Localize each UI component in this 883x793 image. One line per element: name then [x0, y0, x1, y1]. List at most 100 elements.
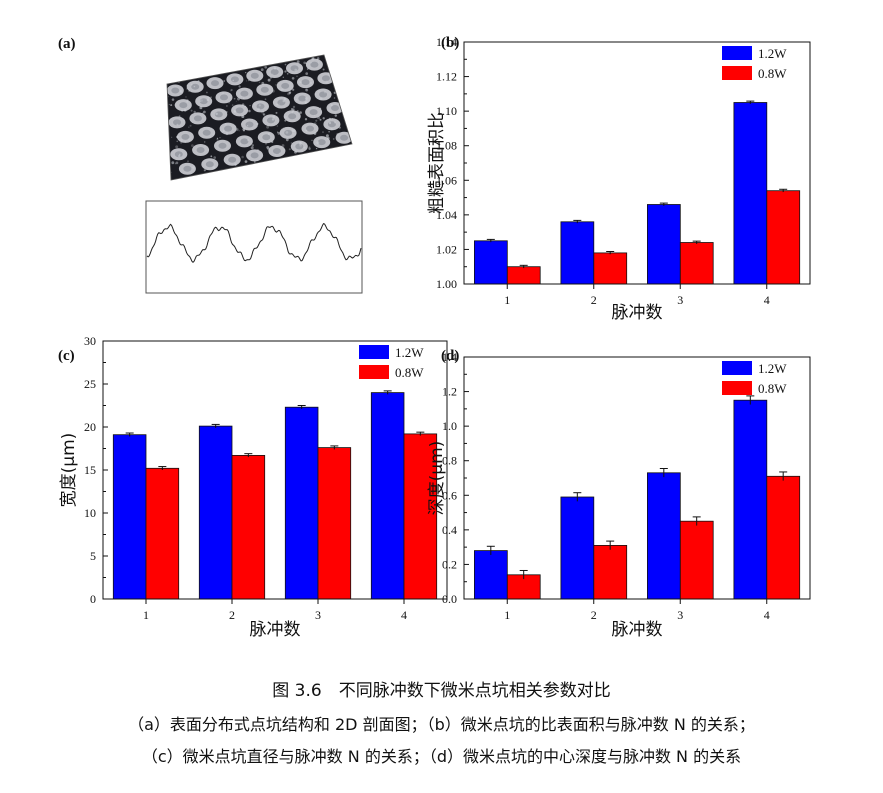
bar-0.8W-3 [679, 520, 714, 600]
x-tick-label: 2 [591, 293, 597, 307]
x-tick-label: 4 [764, 293, 770, 307]
y-tick-label: 20 [84, 420, 96, 434]
error-bar [573, 219, 582, 224]
y-tick-label: 0.4 [442, 523, 457, 537]
legend-swatch [722, 361, 752, 375]
bar-1.2W-1 [112, 434, 147, 600]
x-tick-label: 4 [401, 608, 407, 622]
y-tick-label: 0 [90, 592, 96, 606]
x-axis-label: 脉冲数 [612, 303, 663, 323]
error-bar [158, 466, 167, 470]
y-tick-label: 5 [90, 549, 96, 563]
y-axis-label: 宽度(μm) [59, 433, 79, 508]
bar-1.2W-3 [647, 204, 681, 285]
x-tick-label: 2 [591, 608, 597, 622]
y-tick-label: 1.02 [436, 242, 457, 256]
error-bar [573, 492, 582, 502]
y-tick-label: 1.04 [436, 208, 457, 222]
bar-0.8W-4 [766, 190, 801, 285]
legend-label: 0.8W [395, 365, 424, 380]
bar-1.2W-3 [647, 472, 681, 600]
error-bar [606, 251, 615, 255]
legend-label: 0.8W [758, 381, 787, 396]
panel-label: (d) [441, 348, 459, 364]
y-tick-label: 1.14 [436, 35, 457, 49]
bar-1.2W-2 [198, 425, 233, 600]
y-tick-label: 25 [84, 377, 96, 391]
legend: 1.2W 0.8W [722, 361, 787, 396]
panel-label: (c) [58, 348, 75, 364]
legend: 1.2W 0.8W [359, 345, 424, 380]
y-tick-label: 0.2 [442, 557, 457, 571]
error-bar [746, 100, 755, 104]
y-tick-label: 1.0 [442, 419, 457, 433]
error-bar [519, 264, 528, 269]
bar-1.2W-4 [733, 399, 768, 600]
x-tick-label: 4 [764, 608, 770, 622]
bar-0.8W-3 [317, 447, 352, 600]
bar-1.2W-4 [370, 392, 405, 600]
bar-0.8W-1 [506, 266, 541, 285]
y-tick-label: 0.6 [442, 488, 457, 502]
chart-b: (b) 1.00 1.02 1.04 1.06 1.08 1.10 1.12 1.14 1 2 3 4 脉… [427, 35, 811, 323]
bar-0.8W-1 [145, 467, 180, 600]
error-bar [659, 467, 668, 478]
x-tick-label: 2 [229, 608, 235, 622]
error-bar [692, 516, 701, 526]
bar-1.2W-4 [733, 102, 768, 285]
panel-a-label: (a) [58, 36, 76, 52]
y-tick-label: 1.4 [442, 350, 457, 364]
error-bar [211, 423, 220, 428]
legend-swatch [359, 345, 389, 359]
error-bar [297, 405, 306, 409]
bar-1.2W-3 [284, 406, 319, 600]
error-bar [779, 471, 788, 481]
y-tick-label: 1.08 [436, 139, 457, 153]
legend-swatch [722, 381, 752, 395]
legend-label: 1.2W [758, 361, 787, 376]
bar-1.2W-1 [473, 550, 508, 600]
y-tick-label: 1.2 [442, 385, 457, 399]
legend-swatch [722, 46, 752, 60]
error-bar [606, 540, 615, 550]
y-tick-label: 1.06 [436, 173, 457, 187]
y-tick-label: 0.0 [442, 592, 457, 606]
legend-label: 1.2W [395, 345, 424, 360]
chart-d: (d) 0.0 0.2 0.4 0.6 0.8 1.0 1.2 1.4 1 2 3 4 脉冲数 深度(μm)… [427, 348, 811, 640]
error-bar [519, 569, 528, 580]
x-axis-label: 脉冲数 [612, 620, 663, 640]
bar-1.2W-2 [560, 496, 595, 600]
figure-caption-line-2: （c）微米点坑直径与脉冲数 N 的关系；（d）微米点坑的中心深度与脉冲数 N 的… [141, 747, 742, 766]
x-tick-label: 1 [504, 608, 510, 622]
error-bar [486, 545, 495, 555]
legend: 1.2W 0.8W [722, 46, 787, 81]
x-tick-label: 1 [504, 293, 510, 307]
y-tick-label: 1.12 [436, 70, 457, 84]
legend-swatch [359, 365, 389, 379]
figure-caption-line-1: （a）表面分布式点坑结构和 2D 剖面图；（b）微米点坑的比表面积与脉冲数 N … [128, 715, 755, 734]
y-tick-label: 10 [84, 506, 96, 520]
error-bar [779, 188, 788, 193]
y-tick-label: 15 [84, 463, 96, 477]
bar-0.8W-4 [766, 475, 801, 600]
y-tick-label: 1.00 [436, 277, 457, 291]
error-bar [244, 453, 253, 458]
error-bar [486, 238, 495, 243]
x-tick-label: 1 [143, 608, 149, 622]
error-bar [692, 240, 701, 244]
legend-label: 0.8W [758, 66, 787, 81]
x-tick-label: 3 [677, 608, 683, 622]
x-tick-label: 3 [315, 608, 321, 622]
y-axis-label: 深度(μm) [427, 441, 447, 516]
error-bar [746, 395, 755, 405]
profile-2d-frame [145, 200, 363, 294]
profile-2d-line [146, 222, 362, 264]
error-bar [659, 202, 668, 206]
bar-0.8W-2 [593, 252, 628, 285]
y-tick-label: 0.8 [442, 454, 457, 468]
x-tick-label: 3 [677, 293, 683, 307]
error-bar [330, 445, 339, 450]
panel-label: (b) [441, 35, 459, 51]
y-axis-label: 粗糙表面积比 [427, 112, 447, 214]
